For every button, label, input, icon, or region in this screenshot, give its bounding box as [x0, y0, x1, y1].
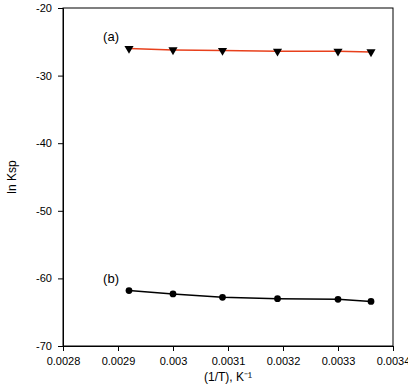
- tick: 0.0029: [102, 346, 136, 367]
- tick-label: 0.0033: [322, 355, 356, 367]
- tick: 0.0033: [322, 346, 356, 367]
- tick-label: -60: [36, 272, 52, 284]
- tick-mark: [58, 8, 63, 9]
- tick: 0.0031: [212, 346, 246, 367]
- marker: [333, 49, 342, 57]
- tick-label: 0.003: [160, 355, 188, 367]
- y-axis-title: ln Ksp: [5, 160, 19, 194]
- marker: [124, 46, 133, 54]
- tick-mark: [228, 346, 229, 351]
- marker: [219, 294, 226, 301]
- frame: [63, 8, 393, 346]
- tick: -30: [36, 70, 63, 82]
- tick: 0.0034: [377, 346, 408, 367]
- marker: [366, 49, 375, 57]
- tick: -60: [36, 272, 63, 284]
- tick: 0.003: [160, 346, 188, 367]
- tick-label: 0.0034: [377, 355, 408, 367]
- marker: [218, 48, 227, 56]
- x-axis-title: (1/T), K⁻¹: [204, 370, 252, 384]
- tick-mark: [393, 346, 394, 351]
- tick-mark: [58, 143, 63, 144]
- marker: [368, 298, 375, 305]
- tick-label: 0.0032: [267, 355, 301, 367]
- series-label: (a): [103, 29, 119, 44]
- x-axis: 0.0028 0.0029 0.003 0.0031 0.0032 0.0033 0.003…: [47, 346, 408, 367]
- tick: 0.0032: [267, 346, 301, 367]
- axis-line: [64, 347, 394, 352]
- chart: 0.0028 0.0029 0.003 0.0031 0.0032 0.0033 0.003…: [0, 0, 408, 389]
- marker: [335, 296, 342, 303]
- tick-label: -30: [36, 70, 52, 82]
- tick-mark: [58, 346, 63, 347]
- tick-mark: [283, 346, 284, 351]
- tick-label: -20: [36, 2, 52, 14]
- tick-label: -50: [36, 205, 52, 217]
- tick: -70: [36, 340, 63, 352]
- tick-label: 0.0029: [102, 355, 136, 367]
- tick-label: -40: [36, 137, 52, 149]
- tick-label: 0.0031: [212, 355, 246, 367]
- marker: [170, 291, 177, 298]
- tick-mark: [338, 346, 339, 351]
- y-axis: -70 -60 -50 -40 -30 -20: [36, 2, 63, 352]
- tick-label: 0.0028: [47, 355, 81, 367]
- marker: [126, 287, 133, 294]
- tick-mark: [58, 211, 63, 212]
- plot: 0.0028 0.0029 0.003 0.0031 0.0032 0.0033 0.003…: [36, 2, 408, 367]
- series-label: (b): [103, 271, 119, 286]
- marker: [274, 295, 281, 302]
- marker: [168, 47, 177, 55]
- marker: [273, 49, 282, 57]
- tick-mark: [58, 76, 63, 77]
- tick: -20: [36, 2, 63, 14]
- tick: -40: [36, 137, 63, 149]
- marks: [124, 46, 375, 305]
- tick-mark: [173, 346, 174, 351]
- tick-mark: [58, 278, 63, 279]
- tick-mark: [118, 346, 119, 351]
- tick: -50: [36, 205, 63, 217]
- tick-label: -70: [36, 340, 52, 352]
